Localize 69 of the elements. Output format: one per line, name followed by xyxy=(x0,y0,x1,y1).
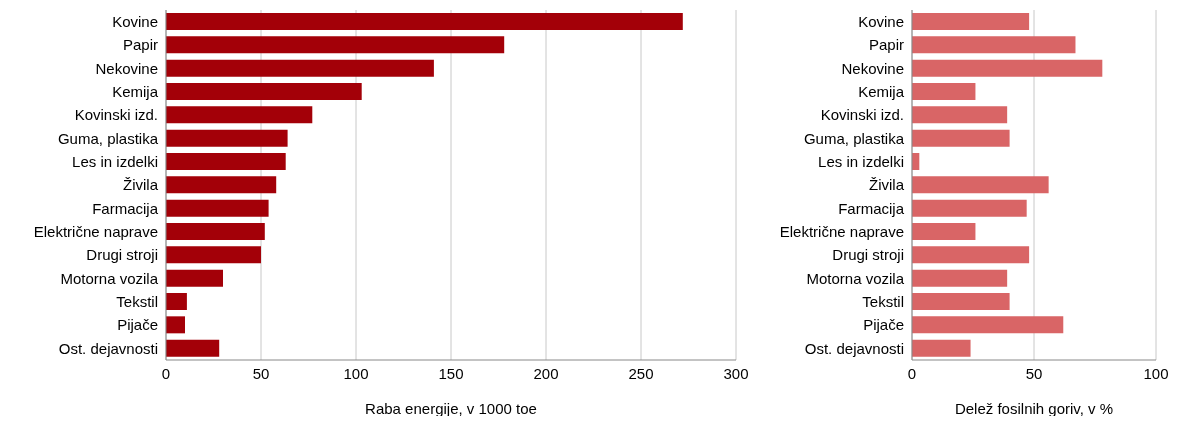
x-tick-label: 50 xyxy=(1025,364,1043,382)
bar xyxy=(912,106,1008,124)
bar xyxy=(166,13,683,30)
bar xyxy=(166,246,261,264)
y-tick-label: Ost. dejavnosti xyxy=(58,339,158,357)
bar xyxy=(166,316,185,334)
y-tick-label: Papir xyxy=(122,36,158,54)
bar xyxy=(166,36,505,54)
bar xyxy=(166,59,434,77)
bar xyxy=(912,339,971,357)
y-tick-label: Ost. dejavnosti xyxy=(804,339,904,357)
x-tick-label: 0 xyxy=(161,364,171,382)
y-tick-label: Tekstil xyxy=(862,292,904,310)
y-tick-label: Kovine xyxy=(858,12,904,30)
y-tick-label: Pijače xyxy=(117,316,158,334)
y-tick-label: Farmacija xyxy=(92,199,159,217)
bar xyxy=(166,129,288,147)
y-tick-label: Električne naprave xyxy=(779,222,904,240)
bar xyxy=(912,176,1049,194)
bar xyxy=(912,13,1030,30)
bar xyxy=(166,106,313,124)
bar xyxy=(912,246,1030,264)
bar xyxy=(166,199,269,217)
bar xyxy=(912,83,976,100)
y-tick-label: Motorna vozila xyxy=(806,269,905,287)
bar xyxy=(166,269,223,287)
y-tick-label: Živila xyxy=(868,176,905,194)
x-tick-label: 100 xyxy=(1143,364,1169,382)
y-tick-label: Motorna vozila xyxy=(60,269,159,287)
bar xyxy=(912,223,976,240)
bar xyxy=(912,129,1010,147)
x-tick-label: 200 xyxy=(533,364,559,382)
y-tick-label: Električne naprave xyxy=(33,222,158,240)
y-tick-label: Kovine xyxy=(112,12,158,30)
bar xyxy=(912,36,1076,54)
y-tick-label: Nekovine xyxy=(841,59,904,77)
bar xyxy=(912,293,1010,310)
x-tick-label: 0 xyxy=(907,364,917,382)
y-tick-label: Drugi stroji xyxy=(86,246,158,264)
bar xyxy=(912,316,1064,334)
y-tick-label: Les in izdelki xyxy=(72,152,158,170)
y-tick-label: Pijače xyxy=(863,316,904,334)
y-tick-label: Kovinski izd. xyxy=(820,106,904,124)
bar xyxy=(166,339,220,357)
x-tick-label: 50 xyxy=(252,364,270,382)
bar xyxy=(912,59,1103,77)
y-tick-label: Farmacija xyxy=(838,199,905,217)
bar xyxy=(166,83,362,100)
bar xyxy=(166,176,277,194)
y-tick-label: Tekstil xyxy=(116,292,158,310)
x-tick-label: 150 xyxy=(438,364,464,382)
x-tick-label: 250 xyxy=(628,364,654,382)
bar xyxy=(166,223,265,240)
y-tick-label: Drugi stroji xyxy=(832,246,904,264)
x-tick-label: 100 xyxy=(343,364,369,382)
y-tick-label: Živila xyxy=(122,176,159,194)
bar xyxy=(166,293,187,310)
bar xyxy=(166,153,286,170)
bar xyxy=(912,269,1008,287)
y-tick-label: Kemija xyxy=(112,82,159,100)
x-tick-label: 300 xyxy=(723,364,749,382)
y-tick-label: Papir xyxy=(868,36,904,54)
y-tick-label: Kovinski izd. xyxy=(74,106,158,124)
bar xyxy=(912,199,1027,217)
y-tick-label: Guma, plastika xyxy=(57,129,159,147)
y-tick-label: Les in izdelki xyxy=(818,152,904,170)
y-tick-label: Nekovine xyxy=(95,59,158,77)
y-tick-label: Kemija xyxy=(858,82,905,100)
y-tick-label: Guma, plastika xyxy=(803,129,905,147)
